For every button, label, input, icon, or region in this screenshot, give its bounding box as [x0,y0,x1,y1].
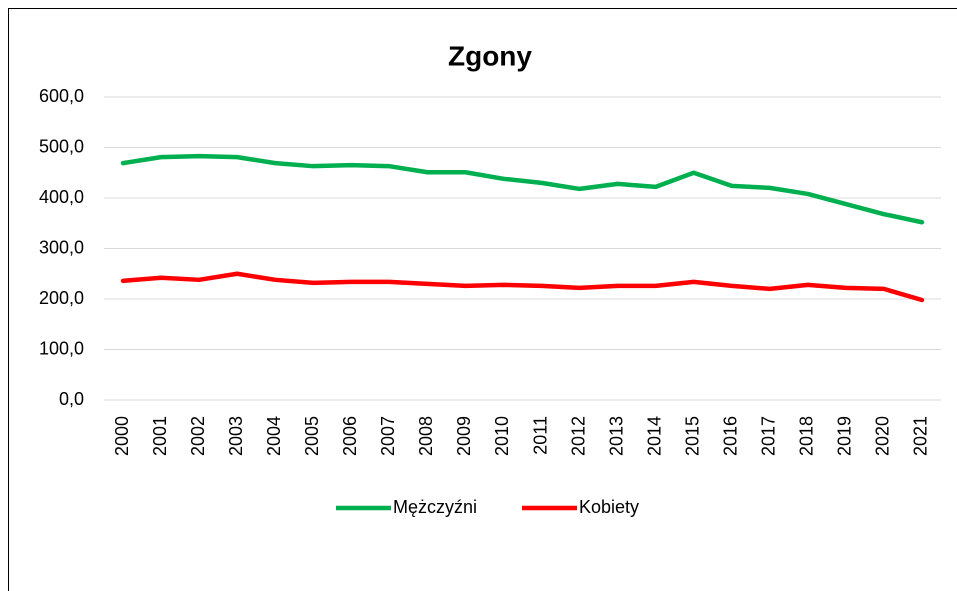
legend-label: Mężczyźni [393,497,477,517]
x-tick-label: 2018 [797,416,817,456]
x-tick-label: 2001 [150,416,170,456]
x-tick-label: 2021 [911,416,931,456]
x-tick-label: 2016 [721,416,741,456]
x-tick-label: 2004 [264,416,284,456]
x-tick-label: 2015 [682,416,702,456]
chart-border [8,8,957,591]
x-tick-label: 2010 [492,416,512,456]
x-tick-label: 2000 [112,416,132,456]
x-tick-label: 2006 [340,416,360,456]
x-tick-label: 2012 [568,416,588,456]
y-tick-label: 500,0 [39,136,84,156]
line [120,153,925,225]
y-tick-label: 300,0 [39,237,84,257]
y-tick-label: 200,0 [39,288,84,308]
x-tick-label: 2008 [416,416,436,456]
x-tick-label: 2020 [873,416,893,456]
y-tick-label: 600,0 [39,86,84,106]
y-tick-label: 0,0 [59,389,84,409]
x-tick-label: 2002 [188,416,208,456]
x-tick-label: 2014 [644,416,664,456]
x-tick-label: 2017 [759,416,779,456]
x-tick-label: 2003 [226,416,246,456]
x-tick-label: 2005 [302,416,322,456]
x-tick-label: 2013 [606,416,626,456]
line [120,271,925,303]
x-tick-label: 2009 [454,416,474,456]
legend-label: Kobiety [579,497,639,517]
y-tick-label: 100,0 [39,338,84,358]
x-tick-label: 2011 [530,416,550,455]
x-tick-label: 2007 [378,416,398,456]
y-tick-label: 400,0 [39,187,84,207]
x-tick-label: 2019 [835,416,855,456]
chart-title: Zgony [448,40,532,71]
